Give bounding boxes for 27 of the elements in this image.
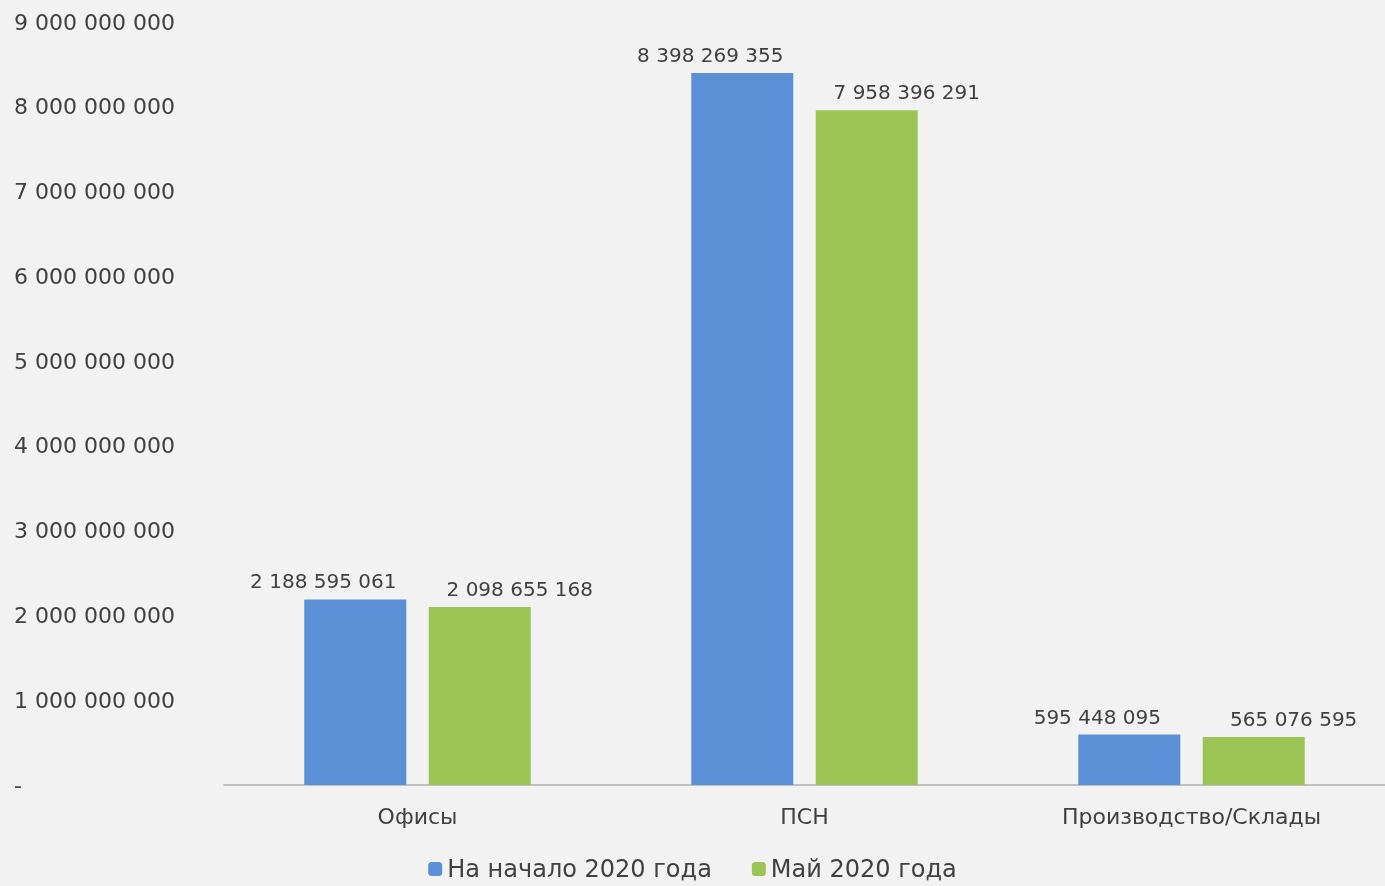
data-label: 595 448 095	[1033, 704, 1161, 729]
x-tick-label: Офисы	[377, 803, 458, 829]
y-tick-label: 9 000 000 000	[14, 9, 175, 35]
bar	[691, 73, 794, 785]
bar	[1202, 737, 1305, 785]
data-label: 2 098 655 168	[446, 577, 593, 602]
y-tick-label: 4 000 000 000	[14, 433, 175, 459]
legend-label: Май 2020 года	[770, 855, 957, 883]
bar	[428, 607, 531, 785]
data-label: 2 188 595 061	[250, 569, 397, 594]
bar	[815, 110, 918, 785]
y-tick-label: 5 000 000 000	[14, 348, 175, 374]
y-tick-label: -	[14, 772, 22, 798]
y-tick-label: 7 000 000 000	[14, 179, 175, 205]
data-label: 7 958 396 291	[833, 80, 980, 105]
y-tick-label: 2 000 000 000	[14, 602, 175, 628]
x-tick-label: Производство/Склады	[1061, 803, 1322, 829]
legend-label: На начало 2020 года	[447, 855, 712, 883]
data-label: 8 398 269 355	[637, 43, 784, 68]
y-tick-label: 3 000 000 000	[14, 518, 175, 544]
bar	[1078, 734, 1181, 785]
x-tick-label: ПСН	[780, 803, 829, 829]
data-label: 565 076 595	[1230, 707, 1358, 732]
y-tick-label: 8 000 000 000	[14, 94, 175, 120]
bar	[304, 599, 407, 785]
y-tick-label: 1 000 000 000	[14, 687, 175, 713]
y-tick-label: 6 000 000 000	[14, 263, 175, 289]
